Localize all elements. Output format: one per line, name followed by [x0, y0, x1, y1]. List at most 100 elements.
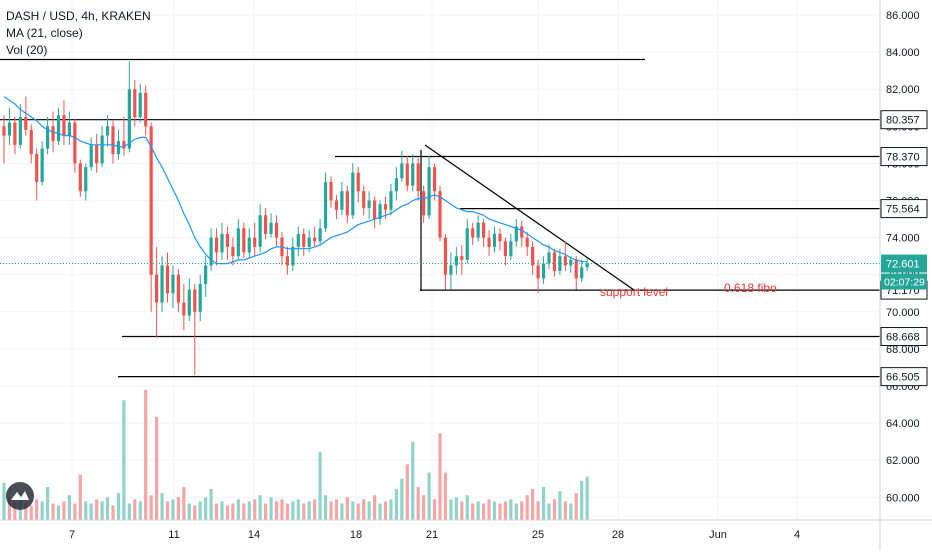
candle-body [56, 115, 61, 142]
volume-bar [231, 503, 235, 520]
candle-body [345, 191, 349, 216]
volume-bar [329, 501, 333, 520]
candle-body [313, 237, 317, 242]
volume-bar [89, 503, 93, 520]
y-tick-label: 70.000 [886, 307, 920, 319]
volume-bar [138, 501, 142, 520]
candle-body [264, 215, 268, 234]
symbol-title[interactable]: DASH / USD, 4h, KRAKEN [6, 9, 151, 23]
volume-bar [318, 451, 322, 520]
volume-bar [46, 486, 50, 520]
candle-body [285, 256, 289, 266]
candle-body [498, 233, 502, 242]
volume-bar [35, 499, 39, 520]
volume-bar [536, 501, 540, 520]
volume-bar [509, 499, 513, 520]
candle-body [73, 122, 77, 164]
candle-body [432, 167, 437, 192]
volume-bar [416, 486, 420, 520]
candle-body [171, 274, 175, 294]
candlesticks [2, 61, 589, 375]
volume-bar [204, 497, 208, 520]
volume-bar [193, 505, 197, 520]
volume-bar [160, 493, 164, 520]
level-price-box [880, 147, 928, 167]
level-price-label: 66.505 [886, 372, 920, 384]
fibo-annotation: 0.618 fibo [724, 281, 777, 295]
candle-body [127, 89, 131, 149]
volume-bar [73, 503, 77, 520]
volume-bar [476, 501, 480, 520]
candle-body [323, 181, 328, 229]
volume-bar [2, 482, 6, 520]
volume-bar [443, 472, 448, 520]
candle-body [422, 191, 426, 216]
candle-body [449, 265, 453, 275]
support-level-annotation: support level [600, 285, 669, 299]
volume-bar [220, 501, 224, 520]
candle-body [296, 233, 300, 247]
candle-body [389, 191, 393, 210]
candle-body [487, 237, 491, 247]
candle-body [274, 222, 279, 238]
candle-body [351, 172, 355, 216]
candle-body [547, 252, 551, 264]
candle-body [514, 226, 518, 242]
candle-body [563, 256, 567, 266]
volume-bar [182, 486, 186, 520]
volume-bar [198, 501, 202, 520]
volume-bar [56, 505, 61, 520]
candle-body [340, 191, 344, 210]
volume-bar [280, 499, 284, 520]
tradingview-logo[interactable] [6, 482, 34, 510]
candle-body [378, 204, 382, 220]
level-price-box [880, 367, 928, 387]
volume-bar [40, 501, 44, 520]
volume-bar [236, 499, 240, 520]
volume-bar [84, 501, 88, 520]
volume-bar [176, 497, 180, 520]
volume-bar [334, 499, 339, 520]
volume-bar [362, 499, 366, 520]
volume-bar [111, 505, 115, 520]
volume-bar [503, 501, 507, 520]
volume-bar [116, 493, 121, 520]
volume-bar [373, 495, 377, 520]
ma-indicator-label[interactable]: MA (21, close) [6, 26, 83, 40]
candle-body [193, 289, 197, 312]
level-price-label: 80.357 [886, 115, 920, 127]
volume-bar [307, 501, 311, 520]
volume-bar [209, 489, 213, 520]
volume-indicator-label[interactable]: Vol (20) [6, 43, 48, 57]
candle-body [35, 154, 39, 182]
volume-bar [383, 501, 388, 520]
candle-body [509, 241, 513, 257]
current-price-box [881, 254, 927, 273]
volume-bar [454, 497, 458, 520]
volume-bar [558, 491, 562, 520]
y-tick-label: 62.000 [886, 455, 920, 467]
x-tick-label: 28 [612, 529, 624, 541]
time-axis[interactable]: 7 11 14 18 21 25 28 Jun 4 [69, 529, 800, 541]
volume-bar [285, 503, 289, 520]
candle-body [569, 259, 573, 266]
volume-bars [2, 390, 589, 520]
volume-bar [552, 499, 557, 520]
volume-bar [449, 499, 453, 520]
volume-bar [498, 503, 502, 520]
candle-body [155, 274, 159, 303]
volume-bar [427, 472, 431, 520]
x-tick-label: 4 [794, 529, 800, 541]
candle-body [531, 246, 535, 266]
volume-bar [144, 390, 148, 520]
volume-bar [471, 503, 475, 520]
volume-bar [155, 416, 159, 520]
volume-bar [264, 503, 268, 520]
countdown-label: 02:07:29 [884, 277, 925, 289]
volume-bar [7, 497, 12, 520]
candle-body [144, 92, 148, 127]
candle-body [13, 122, 17, 145]
volume-bar [487, 499, 491, 520]
